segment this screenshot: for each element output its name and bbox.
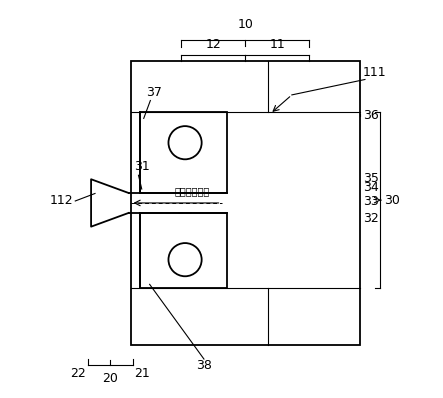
Polygon shape	[91, 179, 128, 227]
Text: 112: 112	[50, 195, 73, 207]
Text: 37: 37	[146, 86, 162, 99]
Bar	[140, 112, 227, 193]
Text: 22: 22	[70, 367, 86, 380]
Text: 10: 10	[237, 18, 253, 31]
Bar	[131, 60, 360, 345]
Text: 30: 30	[385, 193, 400, 207]
Text: 33: 33	[363, 195, 379, 208]
Text: 35: 35	[363, 172, 379, 185]
Text: 36: 36	[363, 109, 379, 122]
Text: 燃气流动方向: 燃气流动方向	[174, 187, 210, 197]
Text: 31: 31	[135, 160, 150, 173]
Text: 32: 32	[363, 212, 379, 225]
Text: 21: 21	[135, 367, 150, 380]
Text: 111: 111	[363, 66, 387, 80]
Text: 38: 38	[196, 359, 212, 372]
Bar	[140, 213, 227, 288]
Text: 11: 11	[269, 38, 285, 51]
Text: 34: 34	[363, 181, 379, 194]
Text: 20: 20	[102, 372, 118, 385]
Text: 12: 12	[205, 38, 221, 51]
